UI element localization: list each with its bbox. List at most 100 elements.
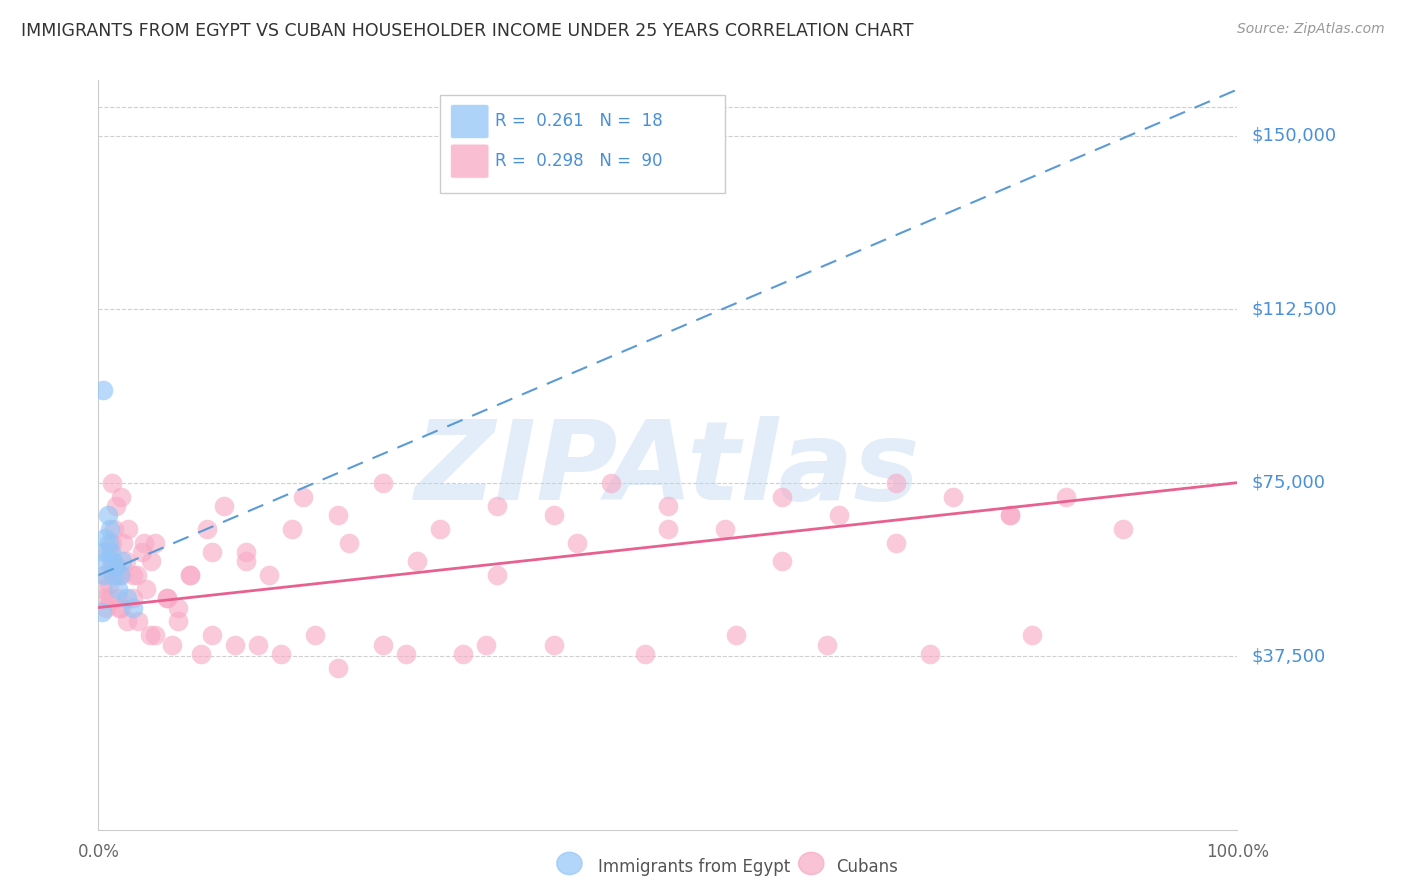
Point (486, 499, 509, 513)
Point (96, 600, 118, 615)
Point (998, 508, 1021, 522)
Point (884, 475, 907, 490)
Point (543, 508, 565, 522)
Point (304, 628, 326, 642)
Point (162, 638, 184, 652)
Point (110, 568, 132, 582)
Text: $150,000: $150,000 (1251, 127, 1336, 145)
Point (96, 508, 118, 522)
Point (1112, 522, 1135, 536)
Point (108, 568, 131, 582)
Point (201, 628, 224, 642)
Point (145, 628, 167, 642)
Point (111, 554, 134, 568)
Point (270, 647, 292, 661)
Text: $112,500: $112,500 (1251, 301, 1337, 318)
Point (167, 615, 190, 629)
FancyBboxPatch shape (440, 95, 725, 193)
Point (371, 475, 394, 490)
Point (107, 591, 129, 606)
Point (1054, 490, 1078, 504)
Point (114, 554, 136, 568)
Point (918, 647, 941, 661)
Point (131, 545, 153, 559)
Point (94, 568, 117, 582)
Point (107, 582, 129, 596)
Point (138, 628, 160, 642)
Text: ZIPAtlas: ZIPAtlas (415, 417, 921, 524)
Point (104, 558, 127, 573)
Point (179, 568, 201, 582)
Point (235, 554, 257, 568)
Point (104, 499, 127, 513)
Point (884, 536, 907, 550)
Point (110, 490, 132, 504)
Point (634, 647, 657, 661)
Point (371, 638, 394, 652)
Point (770, 490, 793, 504)
Point (121, 600, 143, 615)
Text: $37,500: $37,500 (1251, 647, 1326, 665)
Point (942, 490, 965, 504)
Point (110, 600, 132, 615)
Point (90, 605, 112, 619)
Point (235, 545, 257, 559)
Point (115, 615, 138, 629)
Point (91, 582, 114, 596)
Point (103, 554, 125, 568)
Text: R =  0.298   N =  90: R = 0.298 N = 90 (495, 153, 662, 170)
Point (127, 615, 149, 629)
Text: Cubans: Cubans (837, 858, 898, 876)
FancyBboxPatch shape (450, 144, 489, 178)
Point (657, 499, 679, 513)
Point (259, 568, 281, 582)
Point (725, 628, 748, 642)
Point (105, 568, 128, 582)
Point (91, 383, 114, 397)
Text: $75,000: $75,000 (1251, 474, 1326, 491)
Point (97, 577, 120, 591)
Point (337, 536, 360, 550)
Point (103, 568, 125, 582)
Point (486, 568, 509, 582)
Point (103, 522, 125, 536)
Point (179, 568, 201, 582)
Point (474, 638, 496, 652)
Point (108, 600, 131, 615)
Point (828, 508, 851, 522)
Point (770, 554, 793, 568)
Point (121, 591, 143, 606)
Point (145, 536, 167, 550)
Point (101, 536, 124, 550)
Point (1021, 628, 1043, 642)
Point (101, 475, 124, 490)
Point (292, 490, 315, 504)
Point (451, 647, 474, 661)
Text: IMMIGRANTS FROM EGYPT VS CUBAN HOUSEHOLDER INCOME UNDER 25 YEARS CORRELATION CHA: IMMIGRANTS FROM EGYPT VS CUBAN HOUSEHOLD… (21, 22, 914, 40)
Point (96, 545, 118, 559)
Point (224, 638, 246, 652)
Point (91, 545, 114, 559)
Point (429, 522, 451, 536)
Point (98, 591, 121, 606)
Point (93, 568, 115, 582)
Text: R =  0.261   N =  18: R = 0.261 N = 18 (495, 112, 662, 130)
Text: Immigrants from Egypt: Immigrants from Egypt (598, 858, 790, 876)
Point (96, 554, 118, 568)
Point (127, 568, 149, 582)
Point (115, 591, 138, 606)
Point (100, 545, 122, 559)
Point (201, 545, 224, 559)
FancyBboxPatch shape (450, 104, 489, 139)
Point (93, 591, 115, 606)
Point (326, 508, 349, 522)
Point (167, 600, 190, 615)
Point (395, 647, 418, 661)
Text: Source: ZipAtlas.com: Source: ZipAtlas.com (1237, 22, 1385, 37)
Point (94, 531, 117, 545)
Point (190, 647, 212, 661)
Point (112, 536, 135, 550)
Point (121, 568, 143, 582)
Point (195, 522, 218, 536)
Point (998, 508, 1021, 522)
